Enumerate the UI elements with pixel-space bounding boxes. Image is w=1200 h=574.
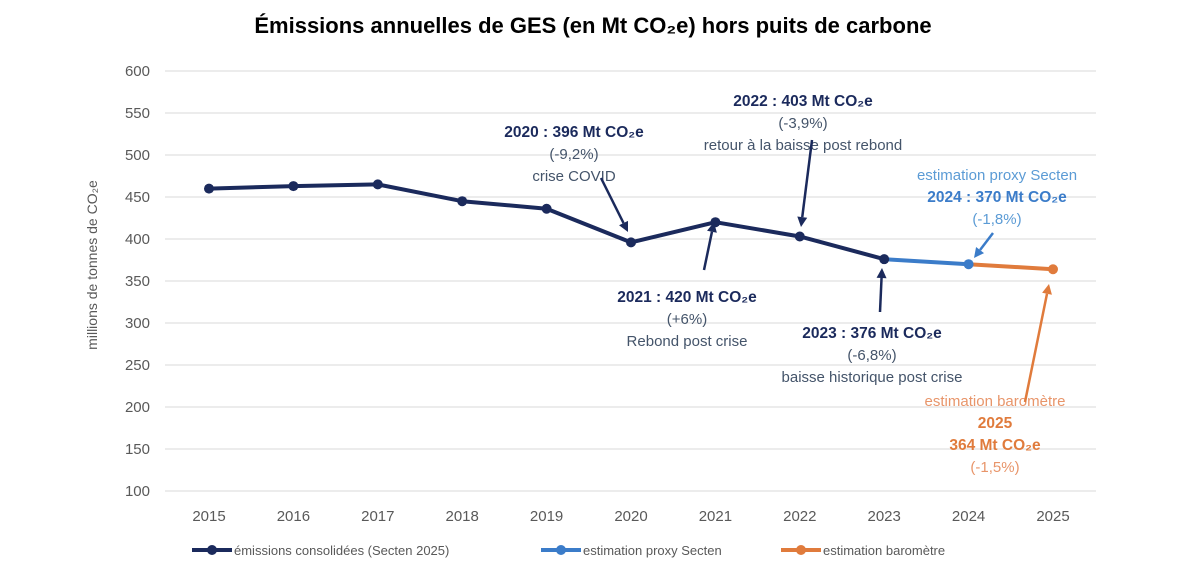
annotation-text: 2025 (978, 415, 1013, 432)
annotation-text: Rebond post crise (627, 333, 748, 350)
annotation-text: 2020 : 396 Mt CO₂e (504, 124, 644, 141)
x-tick-label: 2017 (361, 508, 394, 525)
x-tick-label: 2024 (952, 508, 985, 525)
arrow-head (797, 216, 808, 227)
y-tick-label: 100 (125, 483, 150, 500)
arrow-head (707, 222, 717, 233)
arrow-head (1042, 284, 1052, 295)
arrow-head (974, 247, 985, 258)
y-tick-label: 350 (125, 273, 150, 290)
y-tick-label: 300 (125, 315, 150, 332)
data-point (626, 237, 636, 248)
data-point (288, 181, 299, 192)
series-line (208, 182, 885, 262)
y-tick-label: 450 (125, 189, 150, 206)
annotation-text: (+6%) (667, 311, 707, 328)
annotation-text: crise COVID (532, 168, 616, 185)
y-tick-label: 200 (125, 399, 150, 416)
y-tick-label: 600 (125, 63, 150, 80)
data-point (794, 231, 805, 242)
data-point (372, 179, 383, 190)
annotation-text: baisse historique post crise (782, 369, 963, 386)
annotation-text: 364 Mt CO₂e (949, 437, 1041, 454)
legend-label: émissions consolidées (Secten 2025) (234, 543, 449, 558)
x-tick-label: 2023 (868, 508, 901, 525)
annotation-arrow (878, 277, 883, 313)
annotation-arrow (1023, 293, 1049, 403)
series-line (884, 257, 969, 267)
x-tick-label: 2015 (192, 508, 225, 525)
legend-marker (207, 545, 217, 555)
y-tick-label: 550 (125, 105, 150, 122)
annotation-text: 2021 : 420 Mt CO₂e (617, 289, 757, 306)
annotation-text: (-3,9%) (778, 115, 827, 132)
series-line (968, 262, 1054, 272)
annotation-arrow (801, 139, 814, 218)
y-tick-label: 500 (125, 147, 150, 164)
data-point (457, 196, 468, 207)
y-tick-label: 150 (125, 441, 150, 458)
data-point (541, 203, 552, 214)
annotation-arrow (599, 177, 625, 224)
annotation-arrow (702, 231, 714, 271)
chart-title: Émissions annuelles de GES (en Mt CO₂e) … (254, 13, 931, 38)
annotation-text: estimation proxy Secten (917, 167, 1077, 184)
annotation-arrow (979, 232, 994, 251)
legend-label: estimation baromètre (823, 543, 945, 558)
annotation-text: (-6,8%) (847, 347, 896, 364)
x-tick-label: 2018 (446, 508, 479, 525)
x-tick-label: 2016 (277, 508, 310, 525)
annotation-text: retour à la baisse post rebond (704, 137, 902, 154)
data-point (963, 259, 974, 270)
annotation-text: estimation baromètre (925, 393, 1066, 410)
legend-label: estimation proxy Secten (583, 543, 722, 558)
x-tick-label: 2021 (699, 508, 732, 525)
data-point (204, 183, 214, 194)
legend-marker (556, 545, 566, 555)
annotation-text: (-9,2%) (549, 146, 598, 163)
annotation-text: (-1,8%) (972, 211, 1021, 228)
data-point (1048, 264, 1058, 275)
x-tick-label: 2020 (614, 508, 647, 525)
annotation-text: 2023 : 376 Mt CO₂e (802, 325, 942, 342)
y-tick-label: 400 (125, 231, 150, 248)
x-tick-label: 2019 (530, 508, 563, 525)
arrow-head (619, 220, 628, 232)
x-tick-label: 2022 (783, 508, 816, 525)
legend-marker (796, 545, 806, 555)
x-tick-label: 2025 (1036, 508, 1069, 525)
annotation-text: 2022 : 403 Mt CO₂e (733, 93, 873, 110)
annotation-text: 2024 : 370 Mt CO₂e (927, 189, 1067, 206)
data-point (879, 254, 890, 265)
y-axis-label: millions de tonnes de CO₂e (84, 180, 100, 350)
arrow-head (876, 268, 887, 279)
y-tick-label: 250 (125, 357, 150, 374)
annotation-text: (-1,5%) (970, 459, 1019, 476)
